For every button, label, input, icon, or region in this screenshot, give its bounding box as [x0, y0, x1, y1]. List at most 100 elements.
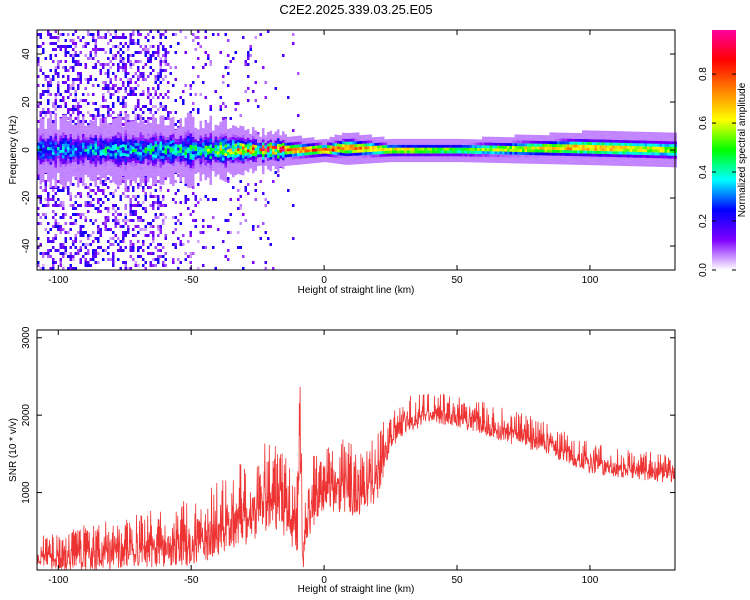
- spectrogram-cell: [127, 60, 130, 63]
- spectrogram-cell: [144, 228, 147, 231]
- spectrogram-cell: [484, 145, 487, 149]
- spectrogram-cell: [294, 162, 297, 165]
- spectrogram-cell: [154, 143, 157, 147]
- spectrogram-cell: [377, 159, 380, 163]
- spectrogram-cell: [89, 125, 92, 129]
- spectrogram-cell: [124, 231, 127, 234]
- spectrogram-cell: [137, 99, 140, 102]
- spectrogram-cell: [612, 145, 615, 149]
- spectrogram-cell: [157, 54, 160, 57]
- spectrogram-cell: [157, 51, 160, 54]
- spectrogram-cell: [162, 33, 165, 36]
- spectrogram-cell: [52, 131, 55, 135]
- spectrogram-cell: [87, 142, 90, 146]
- spectrogram-cell: [497, 154, 500, 158]
- spectrogram-cell: [457, 156, 460, 160]
- spectrogram-cell: [349, 135, 352, 139]
- spectrogram-cell: [67, 144, 70, 147]
- spectrogram-cell: [194, 198, 197, 201]
- spectrogram-cell: [82, 182, 85, 186]
- spectrogram-cell: [102, 66, 105, 69]
- spectrogram-cell: [227, 177, 230, 180]
- spectrogram-cell: [107, 177, 110, 180]
- spectrogram-cell: [164, 137, 167, 140]
- spectrogram-cell: [157, 78, 160, 81]
- spectrogram-cell: [404, 153, 407, 157]
- spectrogram-cell: [144, 124, 147, 128]
- spectrogram-cell: [274, 154, 277, 158]
- spectrogram-cell: [312, 151, 315, 155]
- spectrogram-cell: [69, 128, 72, 131]
- spectrogram-cell: [69, 108, 72, 111]
- spectrogram-cell: [574, 141, 577, 145]
- spectrogram-cell: [134, 72, 137, 75]
- spectrogram-cell: [144, 147, 147, 151]
- spectrogram-cell: [107, 240, 110, 243]
- spectrogram-cell: [114, 158, 117, 162]
- spectrogram-cell: [164, 145, 167, 149]
- spectrogram-cell: [567, 147, 570, 151]
- spectrogram-cell: [94, 42, 97, 45]
- spectrogram-cell: [134, 87, 137, 90]
- spectrogram-cell: [512, 140, 515, 144]
- spectrogram-cell: [352, 132, 355, 136]
- spectrogram-cell: [292, 142, 295, 146]
- spectrogram-cell: [79, 122, 82, 126]
- spectrogram-cell: [534, 134, 537, 138]
- spectrogram-cell: [242, 267, 245, 270]
- spectrogram-cell: [124, 195, 127, 198]
- spectrogram-cell: [49, 112, 52, 116]
- spectrogram-cell: [37, 171, 40, 175]
- spectrogram-cell: [79, 134, 82, 138]
- spectrogram-cell: [224, 170, 227, 174]
- spectrogram-cell: [594, 142, 597, 146]
- spectrogram-cell: [394, 150, 397, 154]
- spectrogram-cell: [284, 160, 287, 164]
- spectrogram-cell: [89, 120, 92, 124]
- spectrogram-cell: [154, 105, 157, 108]
- spectrogram-cell: [322, 144, 325, 148]
- spectrogram-cell: [89, 183, 92, 186]
- spectrogram-cell: [232, 162, 235, 166]
- spectrogram-cell: [144, 198, 147, 201]
- spectrogram-cell: [549, 132, 552, 136]
- spectrogram-cell: [534, 149, 537, 153]
- spectrogram-cell: [227, 72, 230, 75]
- spectrogram-cell: [129, 183, 132, 186]
- spectrogram-cell: [544, 140, 547, 144]
- spectrogram-cell: [504, 140, 507, 143]
- spectrogram-cell: [577, 150, 580, 154]
- spectrogram-cell: [332, 148, 335, 152]
- spectrogram-cell: [112, 176, 115, 180]
- spectrogram-cell: [152, 180, 155, 184]
- spectrogram-cell: [167, 51, 170, 54]
- spectrogram-cell: [202, 162, 205, 166]
- spectrogram-cell: [612, 154, 615, 158]
- spectrogram-cell: [224, 161, 227, 165]
- spectrogram-cell: [134, 174, 137, 178]
- spectrogram-cell: [152, 154, 155, 158]
- spectrogram-cell: [567, 132, 570, 136]
- spectrogram-cell: [209, 133, 212, 136]
- spectrogram-cell: [67, 135, 70, 139]
- spectrogram-cell: [214, 156, 217, 160]
- spectrogram-cell: [142, 186, 145, 189]
- spectrogram-cell: [209, 147, 212, 151]
- spectrogram-cell: [527, 146, 530, 150]
- spectrogram-cell: [167, 174, 170, 178]
- spectrogram-cell: [402, 159, 405, 163]
- spectrogram-cell: [234, 102, 237, 105]
- spectrogram-cell: [169, 72, 172, 75]
- spectrogram-cell: [229, 156, 232, 160]
- spectrogram-cell: [69, 45, 72, 48]
- spectrogram-cell: [222, 146, 225, 149]
- spectrogram-cell: [514, 154, 517, 158]
- spectrogram-cell: [162, 144, 165, 148]
- spectrogram-cell: [189, 133, 192, 137]
- spectrogram-cell: [149, 102, 152, 105]
- spectrogram-cell: [292, 145, 295, 148]
- spectrogram-cell: [177, 147, 180, 151]
- spectrogram-cell: [104, 99, 107, 102]
- spectrogram-cell: [122, 102, 125, 105]
- spectrogram-cell: [69, 162, 72, 166]
